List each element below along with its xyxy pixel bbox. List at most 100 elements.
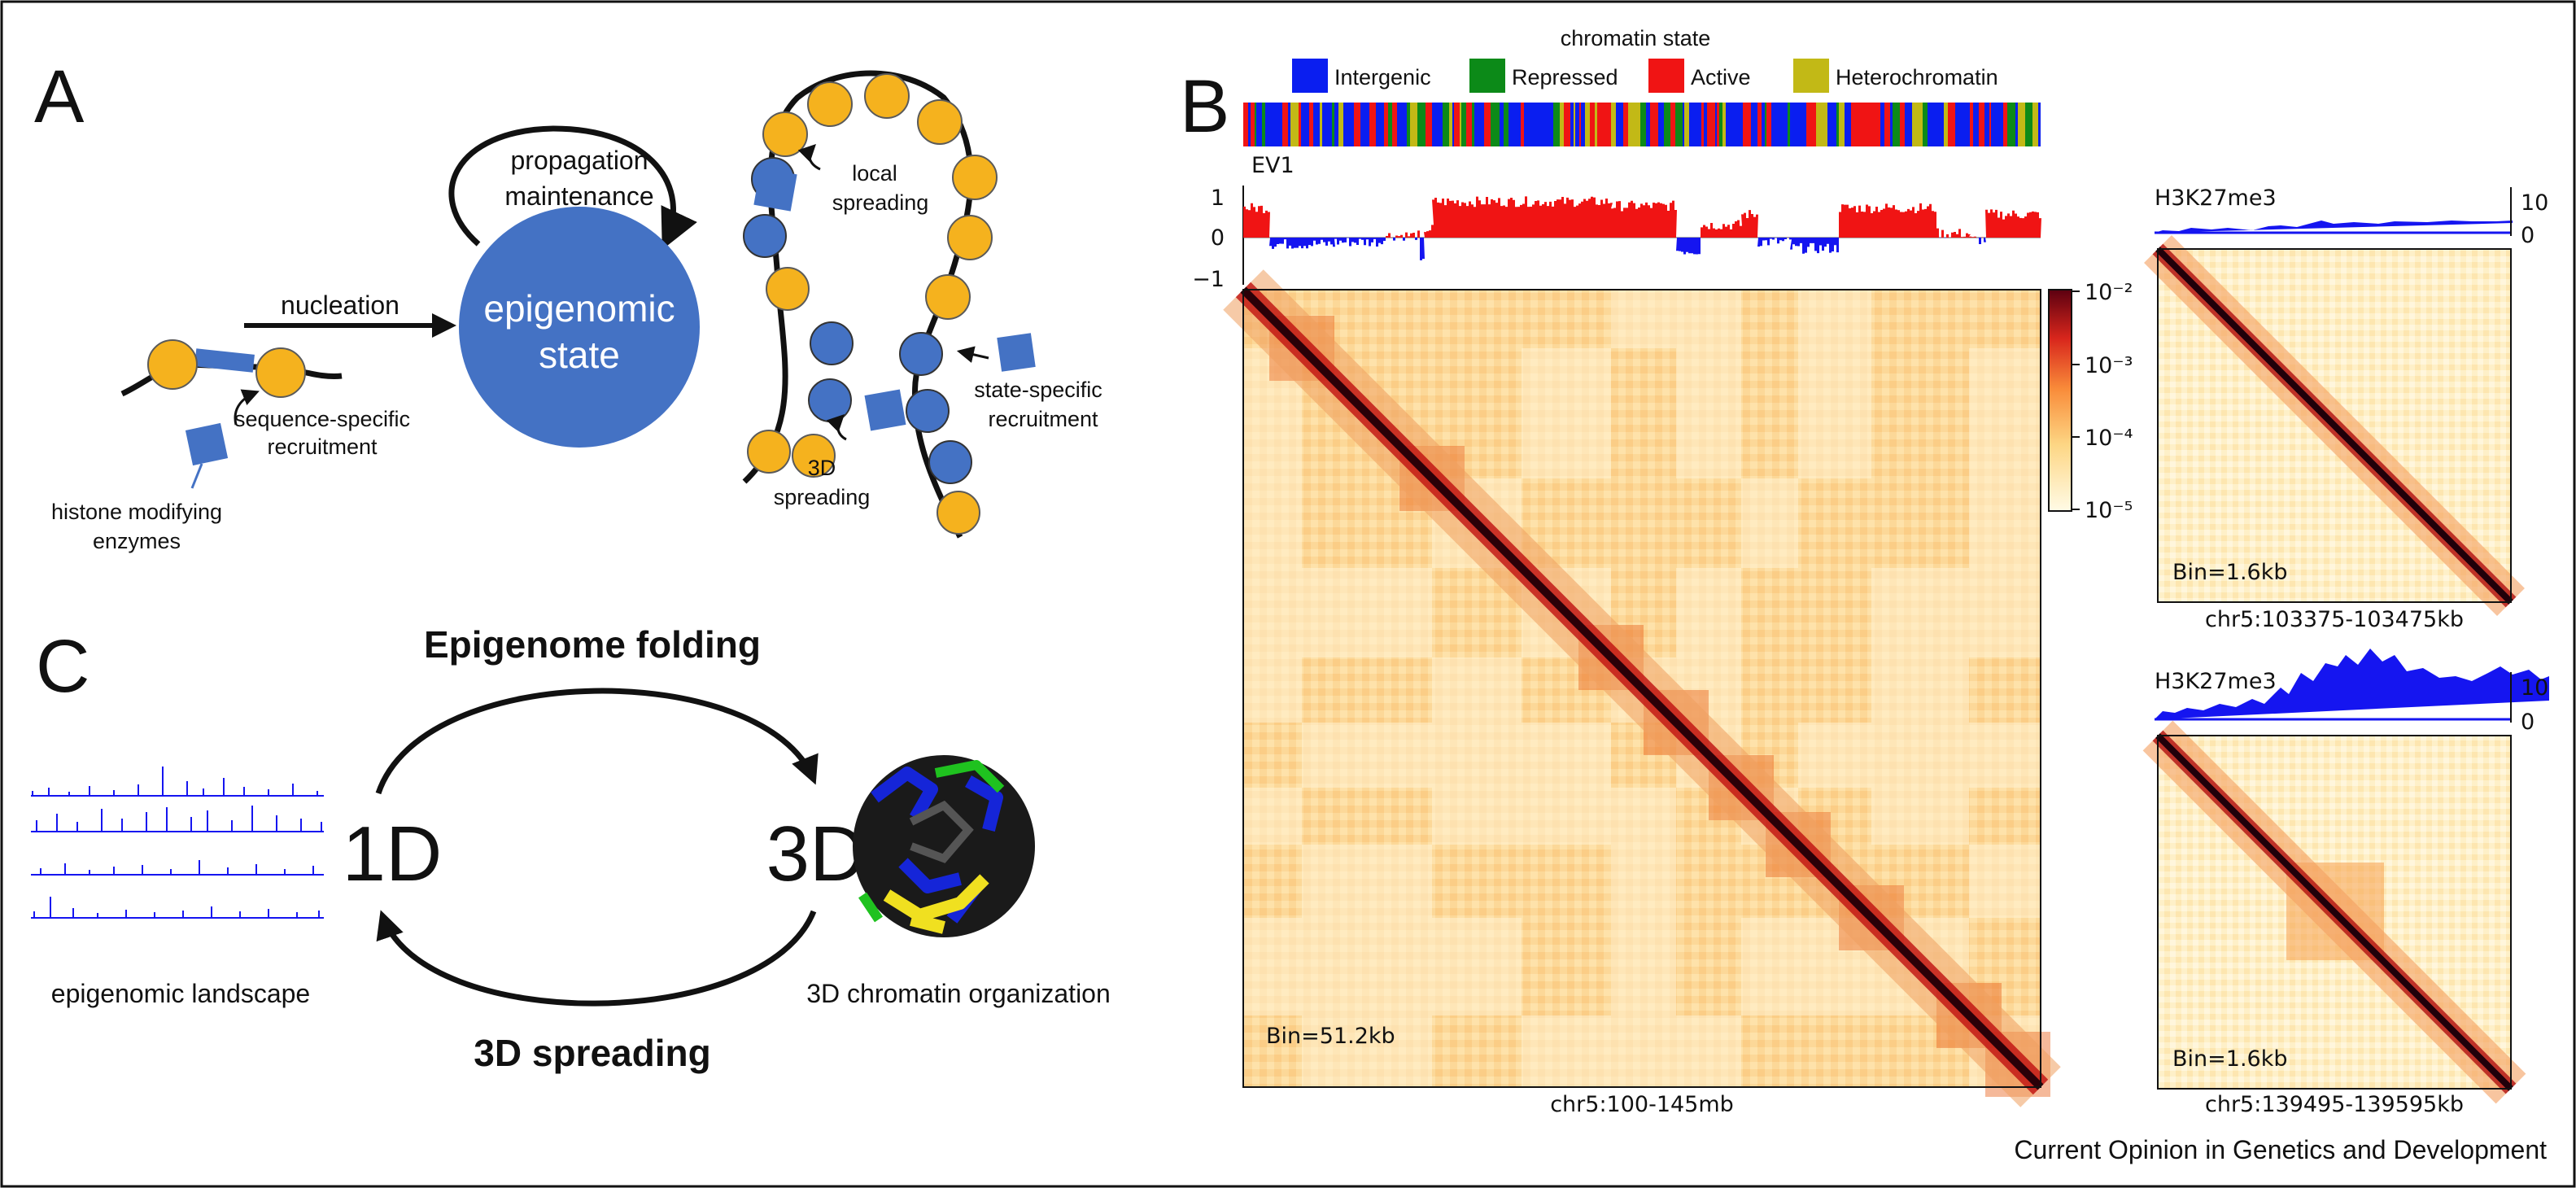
state-stripe	[1628, 103, 1635, 146]
state-stripe	[1989, 103, 1991, 146]
state-stripe	[1939, 103, 1942, 146]
zoom1-bin-label: Bin=1.6kb	[2172, 560, 2287, 585]
propagation-loop-arrow	[448, 125, 697, 250]
panel-b-letter: B	[1180, 65, 1229, 148]
compartment-block	[1302, 568, 1432, 657]
epigenomic-state-label-2: state	[539, 334, 620, 376]
state-stripe	[1701, 103, 1704, 146]
zoom2-diagonal	[2155, 733, 2513, 1091]
state-stripe	[1870, 103, 1872, 146]
epigenomic-landscape-tracks	[31, 767, 324, 919]
panel-a: A propagation maintenance epigenomic sta…	[34, 55, 1102, 553]
landscape-peaks-4	[33, 897, 320, 918]
compartment-block	[1611, 845, 1676, 918]
chromatin-3d-ball	[853, 755, 1035, 937]
state-stripe	[1948, 103, 1955, 146]
compartment-block	[1243, 657, 1302, 723]
state-stripe	[1616, 103, 1623, 146]
state-stripe	[1397, 103, 1400, 146]
state-stripe	[1256, 103, 1262, 146]
state-stripe	[1739, 103, 1743, 146]
state-stripe	[1354, 103, 1360, 146]
nucleosome-yellow	[766, 267, 810, 311]
state-stripe	[1553, 103, 1555, 146]
state-stripe	[1813, 103, 1816, 146]
folding-arrow	[375, 688, 819, 795]
state-stripe	[1410, 103, 1417, 146]
nucleosome-yellow	[864, 73, 910, 119]
state-stripe	[2025, 103, 2032, 146]
state-stripe	[1923, 103, 1928, 146]
compartment-block	[1798, 290, 1871, 348]
state-stripe	[1524, 103, 1526, 146]
state-stripe	[1640, 103, 1646, 146]
zoom2-frame	[2157, 735, 2512, 1090]
panel-a-letter: A	[34, 55, 85, 138]
state-stripe	[1491, 103, 1496, 146]
state-stripe	[1417, 103, 1426, 146]
state-stripe	[1859, 103, 1867, 146]
state-stripe	[1845, 103, 1848, 146]
state-stripe	[1363, 103, 1368, 146]
state-label-1: state-specific	[974, 378, 1102, 402]
zoom1-track-tick-top: 10	[2521, 190, 2548, 216]
state-stripe	[1590, 103, 1595, 146]
state-recruit-arrow	[956, 346, 989, 363]
nucleosome-yellow	[937, 491, 980, 535]
state-stripe	[1664, 103, 1670, 146]
state-stripe	[1717, 103, 1719, 146]
compartment-block	[1676, 348, 1741, 478]
state-stripe	[1248, 103, 1251, 146]
state-stripe	[1816, 103, 1823, 146]
state-stripe	[1360, 103, 1363, 146]
state-stripe	[1472, 103, 1474, 146]
state-stripe	[1575, 103, 1577, 146]
state-stripe	[1340, 103, 1343, 146]
state-stripe	[1797, 103, 1802, 146]
zoom2-track-label: H3K27me3	[2155, 669, 2277, 694]
compartment-block	[1969, 723, 2041, 788]
maintenance-label: maintenance	[504, 181, 653, 211]
spreading3d-arrow	[826, 414, 847, 441]
zoom2-track-tick-top: 10	[2521, 675, 2548, 701]
compartment-block	[1522, 723, 1611, 788]
panel-b: B chromatin state Intergenic Repressed Act…	[1180, 26, 2549, 1117]
compartment-block	[1871, 723, 1969, 788]
1d-label: 1D	[343, 810, 443, 898]
recruitment-arrow	[234, 389, 260, 426]
state-stripe	[1836, 103, 1839, 146]
zoom2-region-label: chr5:139495-139595kb	[2205, 1092, 2464, 1117]
zoom1-frame	[2157, 248, 2512, 603]
compartment-block	[1611, 788, 1676, 845]
state-stripe	[1504, 103, 1508, 146]
state-stripe	[2003, 103, 2007, 146]
state-stripe	[1271, 103, 1276, 146]
nucleosome-yellow	[747, 430, 791, 474]
state-stripe	[1788, 103, 1790, 146]
state-stripe	[1979, 103, 1984, 146]
histone-enzyme-square	[185, 422, 229, 466]
state-stripe	[1529, 103, 1536, 146]
state-stripe	[1327, 103, 1332, 146]
state-stripe	[1443, 103, 1449, 146]
state-enzyme-square	[997, 333, 1036, 372]
state-stripe	[1684, 103, 1689, 146]
nucleosome-blue	[808, 378, 852, 422]
state-stripe	[1521, 103, 1524, 146]
state-stripe	[1851, 103, 1859, 146]
state-stripe	[1731, 103, 1739, 146]
state-stripe	[1502, 103, 1504, 146]
state-stripe	[1928, 103, 1932, 146]
state-stripe	[1910, 103, 1912, 146]
journal-credit: Current Opinion in Genetics and Developm…	[2014, 1135, 2547, 1164]
state-stripe	[1670, 103, 1675, 146]
state-stripe	[1574, 103, 1575, 146]
spread3d-label-1: 3D	[808, 456, 836, 480]
compartment-block	[1432, 918, 1522, 1015]
state-stripe	[1802, 103, 1806, 146]
compartment-block	[1798, 723, 1871, 788]
main-hic-diagonal	[1240, 286, 2044, 1090]
state-stripe	[1991, 103, 1996, 146]
state-stripe	[1484, 103, 1491, 146]
